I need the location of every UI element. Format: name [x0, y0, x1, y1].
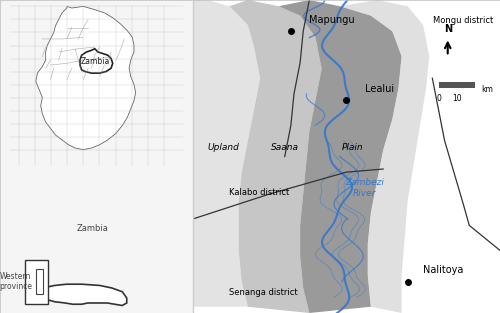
Text: km: km: [482, 85, 494, 94]
Text: Mapungu: Mapungu: [310, 15, 355, 25]
Text: Lealui: Lealui: [364, 84, 394, 94]
Text: Zambia: Zambia: [80, 57, 110, 66]
Text: N: N: [444, 24, 452, 34]
Polygon shape: [230, 0, 322, 313]
Text: Senanga district: Senanga district: [230, 288, 298, 297]
Text: Nalitoya: Nalitoya: [423, 265, 464, 275]
Bar: [25, 260, 48, 304]
Text: Kalabo district: Kalabo district: [230, 188, 290, 197]
Polygon shape: [340, 0, 430, 313]
Text: Upland: Upland: [208, 143, 239, 151]
Polygon shape: [38, 284, 126, 305]
Polygon shape: [36, 6, 136, 150]
Text: Zambia: Zambia: [76, 224, 108, 233]
Bar: [438, 82, 457, 88]
Bar: [36, 269, 44, 294]
Text: Western
province: Western province: [0, 272, 32, 291]
Polygon shape: [278, 0, 402, 313]
Polygon shape: [80, 49, 112, 73]
Bar: [457, 82, 475, 88]
Text: Plain: Plain: [342, 143, 363, 151]
Text: Zambezi
River: Zambezi River: [346, 178, 384, 198]
Text: 0: 0: [436, 94, 441, 103]
Text: Mongu district: Mongu district: [433, 16, 493, 25]
Text: 10: 10: [452, 94, 462, 103]
Text: Saana: Saana: [271, 143, 299, 151]
Polygon shape: [192, 0, 260, 307]
